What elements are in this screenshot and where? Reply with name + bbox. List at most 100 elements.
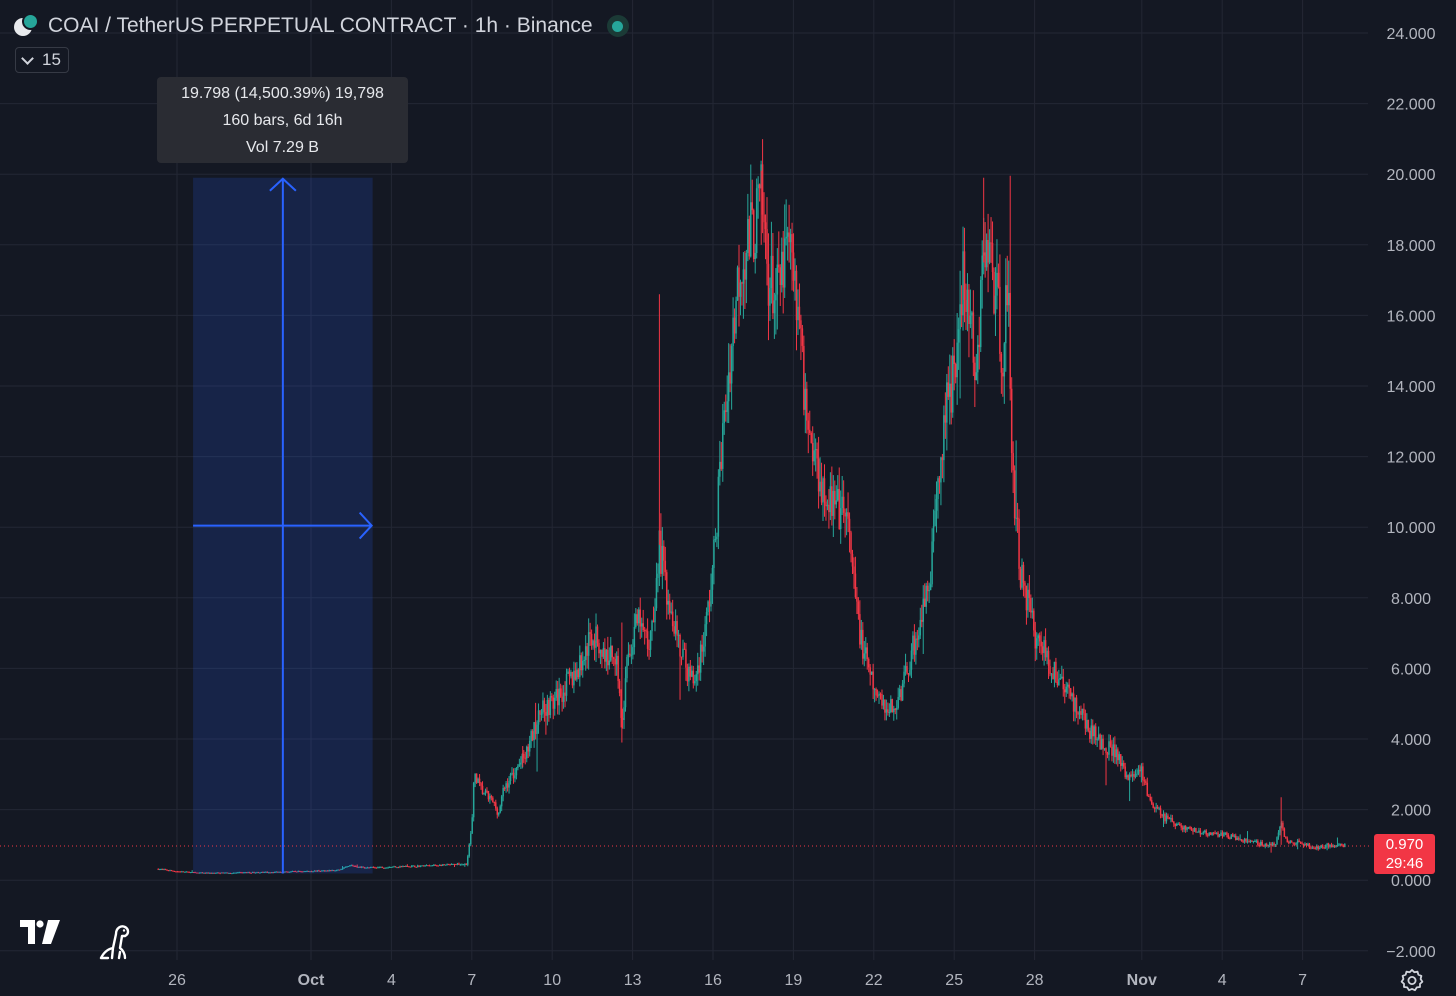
candle-body: [977, 344, 979, 373]
candle-body: [290, 871, 292, 873]
candle-body: [848, 518, 851, 533]
candle-body: [503, 788, 506, 790]
candle-body: [1066, 684, 1069, 687]
candle-body: [580, 655, 583, 671]
candle-body: [937, 478, 939, 500]
candle-body: [1201, 833, 1203, 835]
candle-body: [1046, 650, 1048, 658]
candle-body: [251, 872, 254, 874]
candle-body: [1122, 762, 1125, 767]
candle-body: [586, 646, 588, 656]
candle-body: [1333, 845, 1336, 847]
candle-body: [213, 872, 216, 874]
candle-body: [353, 865, 356, 867]
candle-body: [789, 234, 792, 243]
candle-body: [222, 872, 224, 874]
candle-body: [1192, 830, 1194, 832]
candle-body: [987, 239, 989, 263]
candle-body: [285, 871, 288, 873]
candle-body: [359, 866, 361, 868]
candle-body: [371, 866, 373, 868]
candle-body: [558, 688, 560, 706]
candle-body: [1117, 749, 1119, 761]
candle-body: [505, 783, 507, 789]
candle-body: [929, 584, 932, 591]
candle-body: [276, 871, 279, 873]
candle-body: [1111, 746, 1113, 756]
price-tick-label: 4.000: [1391, 732, 1431, 749]
candle-body: [1083, 708, 1085, 714]
candle-body: [814, 449, 817, 451]
candle-body: [564, 692, 566, 696]
dino-icon[interactable]: [98, 922, 134, 960]
candle-body: [894, 708, 896, 710]
candle-body: [298, 870, 301, 872]
settings-gear-icon[interactable]: [1400, 968, 1424, 992]
candle-body: [783, 238, 786, 288]
candle-body: [169, 870, 171, 872]
candle-body: [1239, 839, 1241, 841]
candle-body: [626, 656, 628, 679]
candle-body: [489, 796, 491, 800]
candle-body: [266, 871, 269, 873]
indicators-toggle-button[interactable]: 15: [15, 47, 69, 73]
candle-body: [446, 864, 448, 866]
time-tick-label: Oct: [298, 972, 325, 989]
candle-body: [1195, 828, 1197, 832]
candle-body: [434, 864, 437, 866]
candle-body: [875, 689, 877, 696]
candle-body: [515, 768, 518, 776]
candle-body: [374, 867, 376, 869]
candle-body: [450, 863, 453, 865]
time-tick-label: 7: [467, 972, 476, 989]
candle-body: [792, 252, 795, 281]
candle-body: [1199, 830, 1202, 835]
candle-body: [904, 666, 907, 672]
candle-body: [850, 532, 852, 554]
candle-body: [552, 697, 555, 709]
candle-body: [245, 872, 248, 874]
candle-body: [954, 364, 957, 378]
candle-body: [509, 773, 512, 781]
candle-body: [418, 865, 420, 867]
candle-body: [397, 867, 400, 869]
candle-body: [368, 867, 370, 869]
candle-body: [201, 872, 204, 874]
candle-body: [640, 623, 643, 627]
candle-body: [1121, 762, 1123, 766]
candle-body: [200, 872, 202, 874]
candle-body: [1298, 840, 1300, 843]
candle-body: [1341, 843, 1343, 846]
candle-body: [745, 252, 748, 280]
candle-body: [859, 614, 861, 645]
candle-body: [972, 312, 975, 363]
chart-header: COAI / TetherUS PERPETUAL CONTRACT · 1h …: [14, 10, 629, 42]
candle-body: [1137, 769, 1140, 774]
price-axis[interactable]: 24.000 22.000 20.000 18.000 16.000 14.000 12.0…: [1386, 26, 1435, 961]
candle-body: [301, 871, 304, 873]
candle-body: [297, 870, 300, 872]
candle-body: [1071, 693, 1073, 697]
candle-body: [278, 871, 280, 873]
candle-body: [611, 645, 613, 658]
candle-body: [780, 251, 783, 285]
candle-body: [832, 490, 835, 516]
time-axis[interactable]: 26 Oct 4 7 10 13 16 19 22 25 28 Nov 4 7: [168, 972, 1307, 989]
measure-tool[interactable]: [193, 177, 374, 874]
candle-body: [380, 866, 382, 868]
candle-body: [890, 699, 892, 713]
tradingview-logo-icon[interactable]: [20, 920, 62, 944]
candle-body: [172, 870, 174, 872]
candle-body: [1313, 847, 1315, 849]
candle-body: [1276, 837, 1278, 845]
chart-title[interactable]: COAI / TetherUS PERPETUAL CONTRACT · 1h …: [48, 14, 593, 37]
chart-grid: [0, 0, 1368, 960]
candle-body: [393, 866, 395, 868]
candle-body: [366, 867, 369, 869]
candle-body: [604, 648, 606, 662]
candle-body: [1258, 845, 1261, 847]
candle-body: [602, 648, 605, 657]
candle-body: [841, 496, 843, 509]
candle-body: [985, 239, 988, 268]
